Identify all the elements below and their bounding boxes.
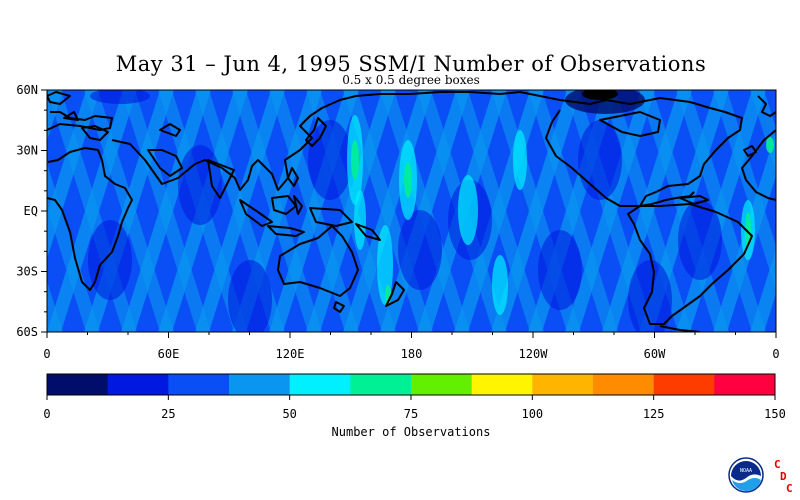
colorbar-label: Number of Observations xyxy=(331,425,491,439)
logo-letter-c2: C xyxy=(786,482,793,495)
lon-tick-label: 60W xyxy=(644,347,666,361)
colorbar xyxy=(46,373,776,396)
satellite-swath-pattern xyxy=(47,90,776,332)
colorbar-tick-label: 50 xyxy=(282,407,296,421)
colorbar-tick-label: 125 xyxy=(643,407,665,421)
longitude-axis: 0 60E 120E 180 120W 60W 0 xyxy=(43,332,780,361)
colorbar-tick-label: 25 xyxy=(161,407,175,421)
lon-tick-label: 120W xyxy=(519,347,549,361)
colorbar-swatch xyxy=(168,374,230,395)
colorbar-swatch xyxy=(532,374,594,395)
lon-tick-label: 0 xyxy=(43,347,50,361)
lat-tick-label: 60S xyxy=(16,325,38,339)
colorbar-swatch xyxy=(714,374,776,395)
colorbar-ticks: 0 25 50 75 100 125 150 xyxy=(43,395,786,421)
map-subtitle: 0.5 x 0.5 degree boxes xyxy=(342,73,480,87)
observation-map xyxy=(46,89,777,333)
colorbar-swatch xyxy=(593,374,655,395)
colorbar-swatch xyxy=(47,374,109,395)
colorbar-swatch xyxy=(229,374,291,395)
logo-letter-c1: C xyxy=(774,458,781,471)
map-title: May 31 – Jun 4, 1995 SSM/I Number of Obs… xyxy=(115,52,707,76)
colorbar-swatch xyxy=(289,374,351,395)
lon-tick-label: 180 xyxy=(401,347,423,361)
logo-letter-d: D xyxy=(780,470,787,483)
colorbar-swatch xyxy=(411,374,473,395)
latitude-axis: 60N 30N EQ 30S 60S xyxy=(16,83,47,339)
coastlines xyxy=(47,91,776,332)
noaa-emblem-wave xyxy=(732,478,761,492)
noaa-cdc-logo: NOAA C D C xyxy=(728,457,793,495)
noaa-emblem-sky xyxy=(731,461,761,481)
colorbar-tick-label: 150 xyxy=(764,407,786,421)
colorbar-swatch xyxy=(107,374,169,395)
colorbar-tick-label: 100 xyxy=(521,407,543,421)
lat-tick-label: 30N xyxy=(16,144,38,158)
lat-tick-label: 30S xyxy=(16,265,38,279)
colorbar-tick-label: 0 xyxy=(43,407,50,421)
lat-tick-label: 60N xyxy=(16,83,38,97)
colorbar-swatch xyxy=(653,374,715,395)
colorbar-swatch xyxy=(471,374,533,395)
colorbar-tick-label: 75 xyxy=(404,407,418,421)
lon-tick-label: 0 xyxy=(772,347,779,361)
lon-tick-label: 120E xyxy=(276,347,305,361)
colorbar-swatch xyxy=(350,374,412,395)
lat-tick-label: EQ xyxy=(24,204,38,218)
noaa-emblem-text: NOAA xyxy=(740,468,752,474)
lon-tick-label: 60E xyxy=(158,347,180,361)
